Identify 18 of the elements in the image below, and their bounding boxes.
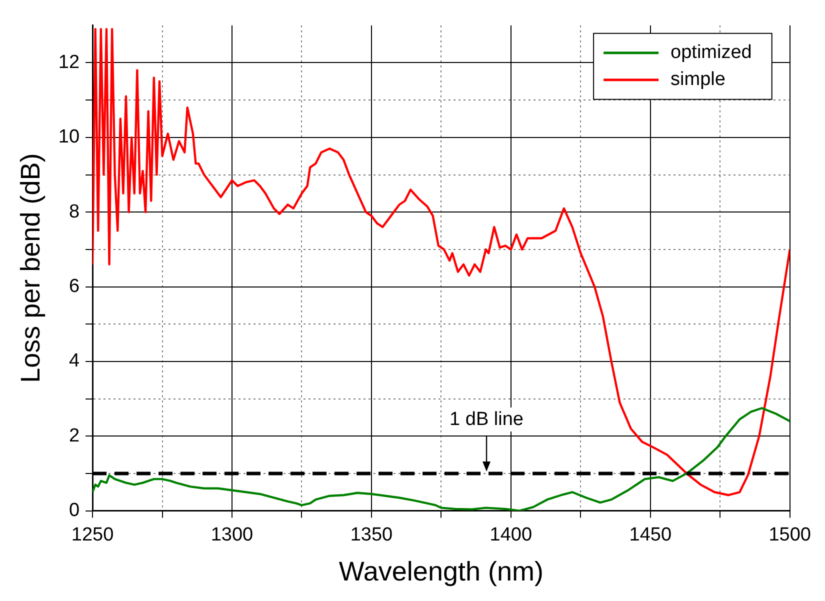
x-tick-label: 1300 (210, 524, 254, 546)
y-tick-label: 10 (58, 126, 80, 148)
y-tick-label: 12 (58, 52, 80, 73)
x-tick-label: 1450 (629, 524, 672, 546)
y-tick-label: 4 (68, 350, 80, 372)
y-tick-label: 2 (68, 425, 80, 446)
x-tick-label: 1500 (768, 524, 812, 546)
y-axis-title: Loss per bend (dB) (16, 153, 46, 383)
x-tick-label: 1250 (71, 524, 114, 546)
y-tick-label: 0 (68, 500, 80, 522)
x-tick-label: 1350 (350, 524, 393, 546)
legend-label: optimized (670, 42, 752, 64)
legend-label: simple (670, 69, 726, 90)
y-tick-label: 8 (68, 201, 80, 222)
x-tick-label: 1400 (490, 524, 532, 546)
ref-line-label: 1 dB line (450, 409, 524, 430)
y-tick-label: 6 (68, 276, 80, 298)
x-axis-title: Wavelength (nm) (338, 556, 544, 586)
